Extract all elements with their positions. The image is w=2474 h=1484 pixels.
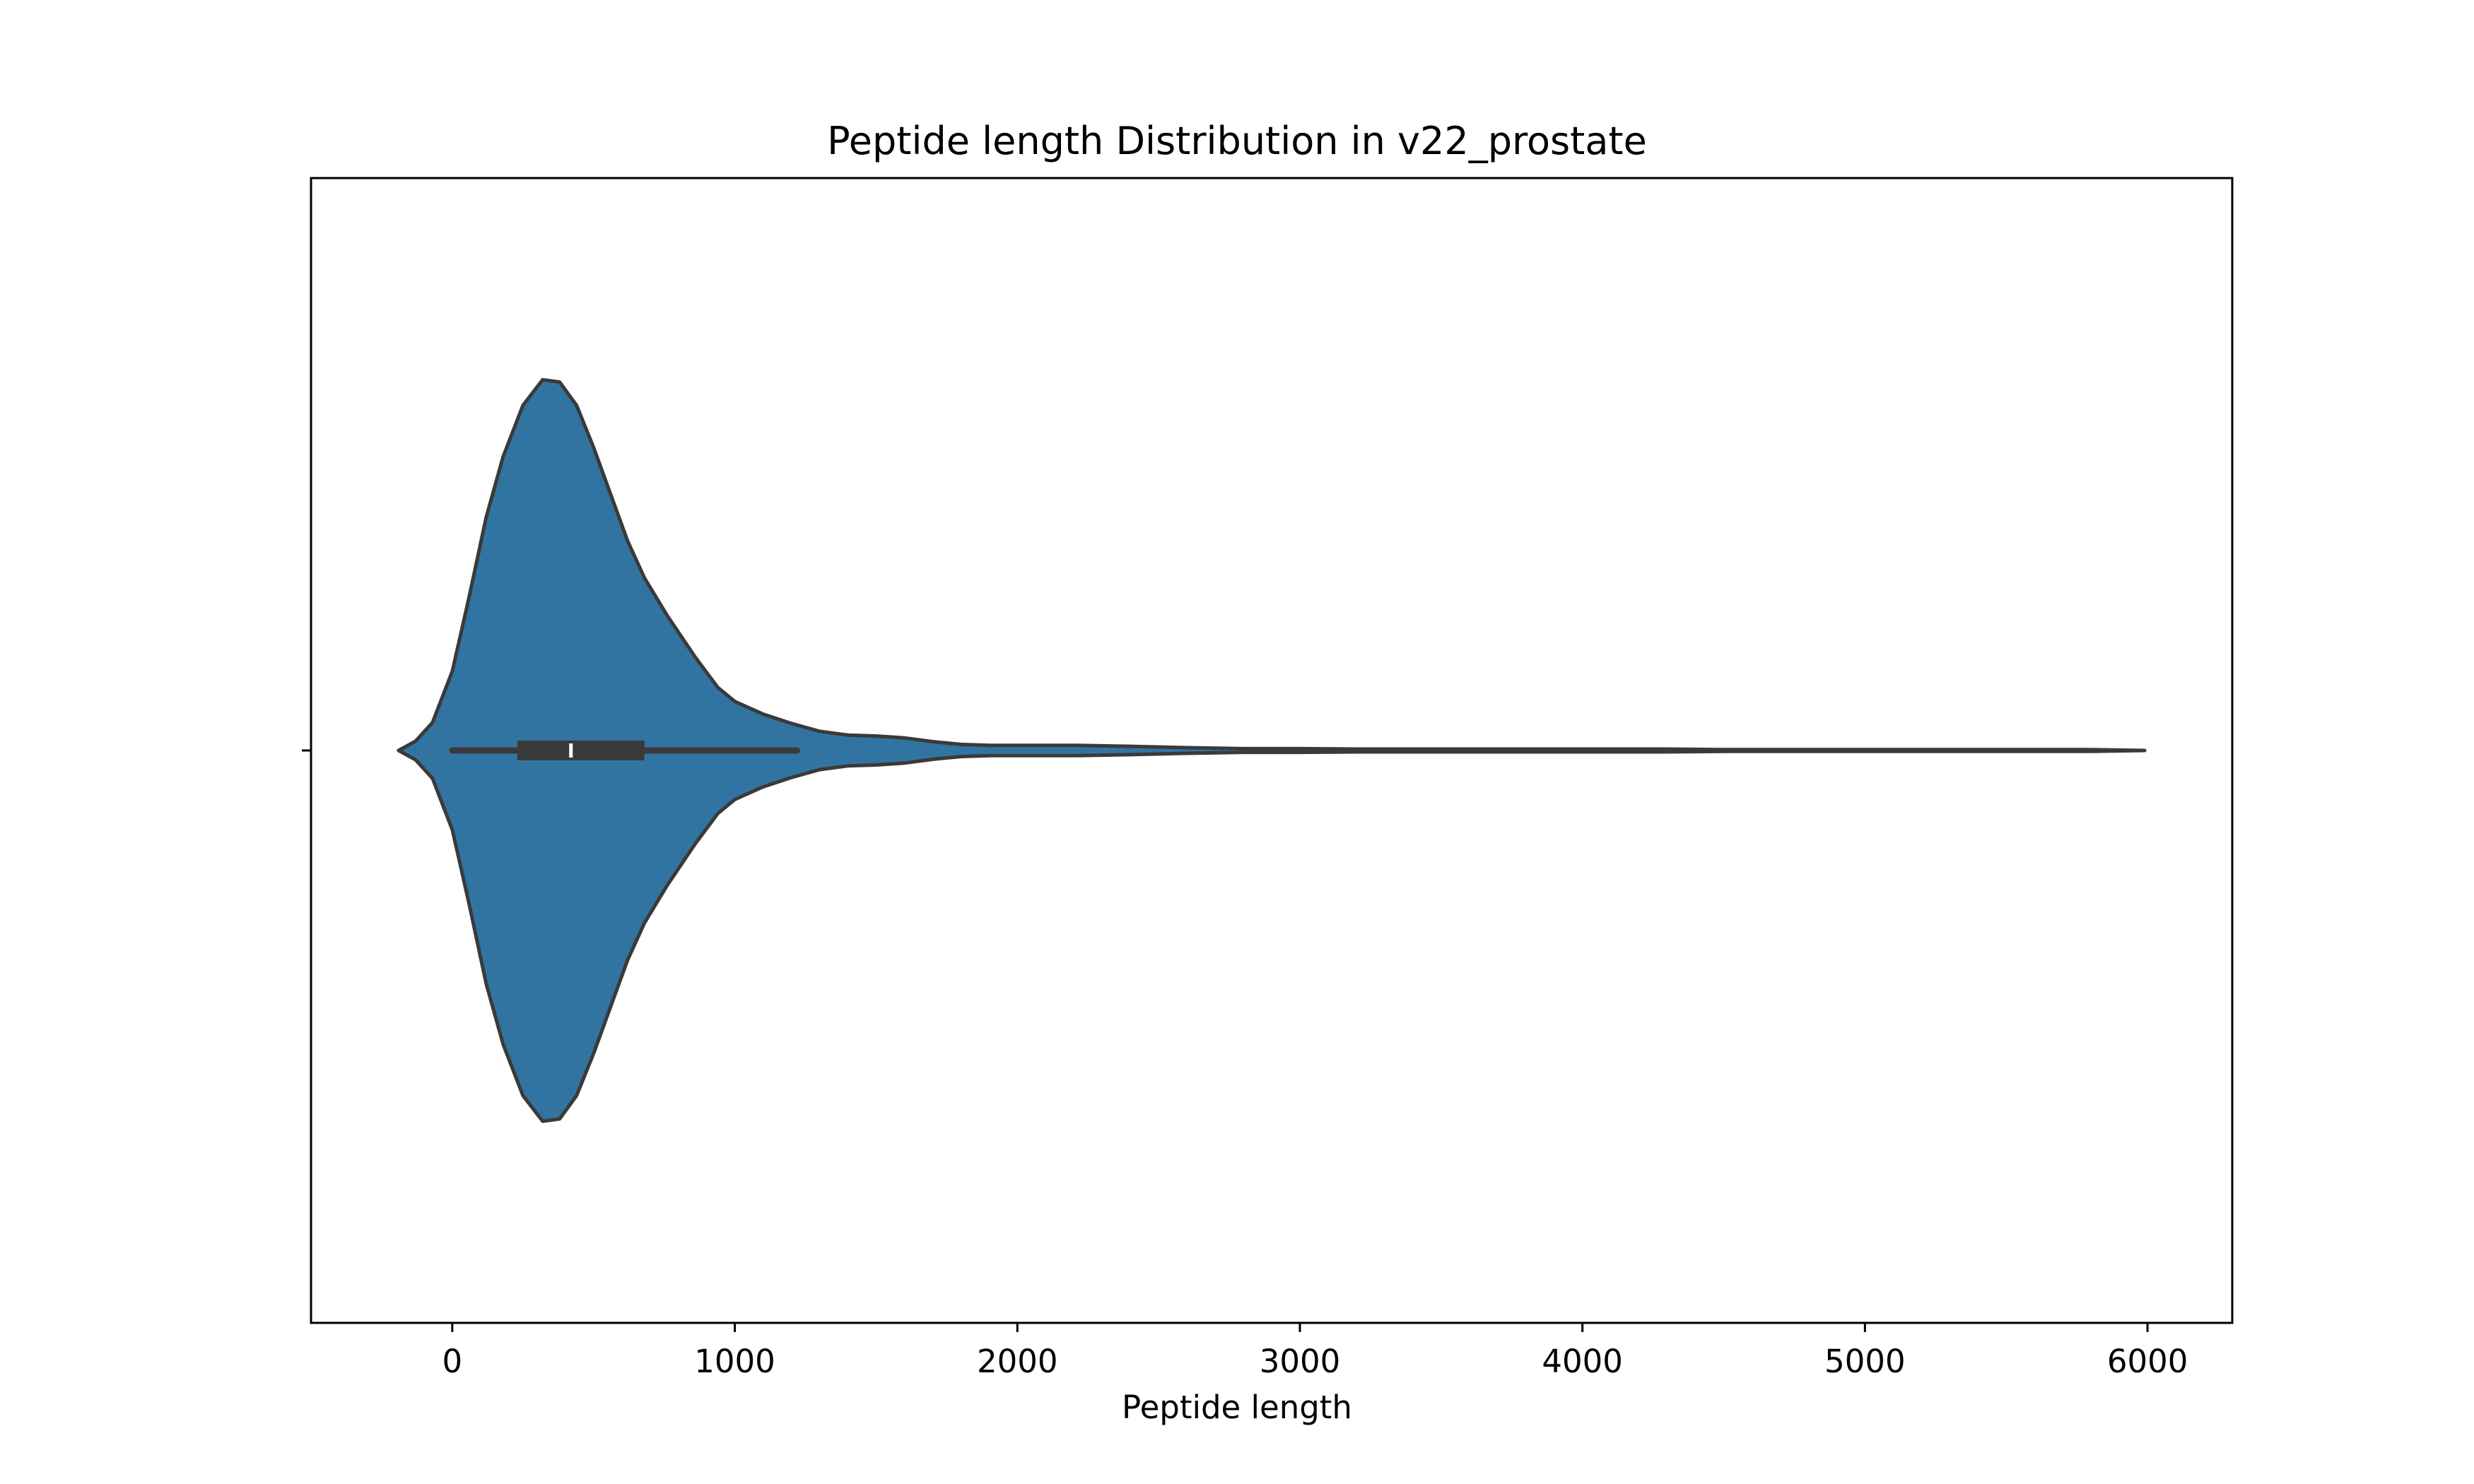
x-axis-label: Peptide length [1122, 1389, 1352, 1426]
x-tick-label: 1000 [694, 1343, 775, 1380]
x-axis: 0 1000 2000 3000 4000 5000 6000 [442, 1323, 2188, 1380]
chart-title: Peptide length Distribution in v22_prost… [827, 119, 1647, 163]
box-iqr [517, 741, 645, 760]
x-tick-label: 0 [442, 1343, 463, 1380]
x-tick-label: 6000 [2107, 1343, 2188, 1380]
x-tick-label: 5000 [1824, 1343, 1906, 1380]
x-tick-label: 2000 [977, 1343, 1058, 1380]
box-layer [449, 741, 800, 760]
violin-layer [397, 377, 2147, 1124]
violin-body [397, 377, 2147, 1124]
x-tick-label: 3000 [1260, 1343, 1341, 1380]
x-tick-label: 4000 [1542, 1343, 1623, 1380]
